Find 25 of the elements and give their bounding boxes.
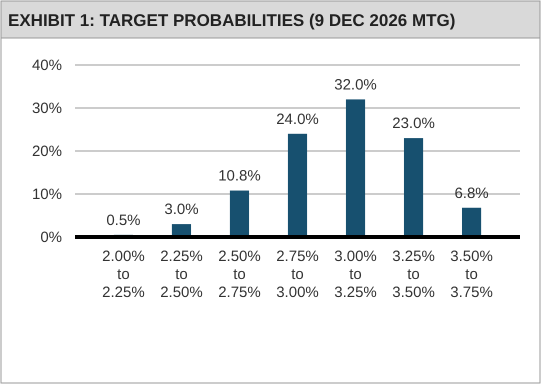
data-label: 23.0% xyxy=(392,115,435,132)
x-tick-label: 3.25% to 3.50% xyxy=(392,248,435,301)
x-tick-label: 2.25% to 2.50% xyxy=(160,248,203,301)
data-label: 3.0% xyxy=(164,201,199,218)
bar xyxy=(346,99,366,237)
data-label: 0.5% xyxy=(106,212,141,229)
data-label: 10.8% xyxy=(218,168,261,185)
bar xyxy=(404,138,424,237)
y-tick-label: 10% xyxy=(32,186,62,203)
x-tick-label: 2.00% to 2.25% xyxy=(102,248,145,301)
chart-title: EXHIBIT 1: TARGET PROBABILITIES (9 DEC 2026 MTG) xyxy=(8,11,456,30)
x-tick-label: 2.50% to 2.75% xyxy=(218,248,261,301)
data-label: 6.8% xyxy=(454,184,489,202)
bar xyxy=(288,134,308,237)
x-tick-label: 3.50% to 3.75% xyxy=(450,248,493,301)
x-tick-label: 3.00% to 3.25% xyxy=(334,248,377,301)
y-tick-label: 40% xyxy=(32,56,62,74)
x-tick-label: 2.75% to 3.00% xyxy=(276,248,319,301)
bar xyxy=(462,208,482,237)
bar xyxy=(230,190,250,237)
y-tick-label: 20% xyxy=(32,142,62,160)
y-tick-label: 30% xyxy=(32,100,62,117)
data-label: 32.0% xyxy=(334,76,377,94)
y-tick-label: 0% xyxy=(40,228,62,246)
data-label: 24.0% xyxy=(276,110,319,128)
